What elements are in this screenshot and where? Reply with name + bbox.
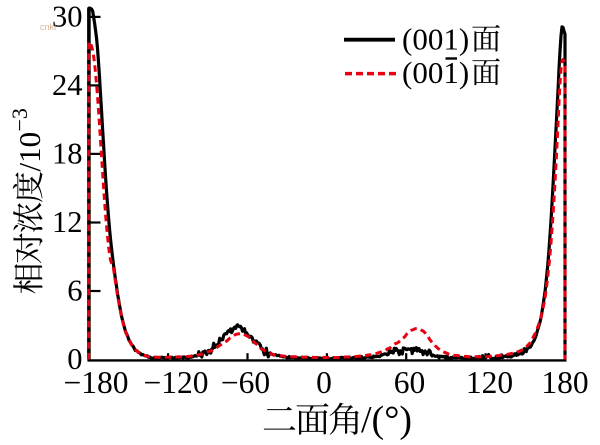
svg-text:(001): (001) [402, 55, 469, 90]
svg-text:30: 30 [52, 0, 83, 33]
svg-text:/10: /10 [12, 132, 47, 172]
svg-text:180: 180 [541, 365, 588, 400]
svg-text:−120: −120 [143, 365, 208, 400]
svg-text:−180: −180 [63, 365, 128, 400]
svg-text:120: 120 [466, 365, 513, 400]
svg-text:0: 0 [316, 365, 332, 400]
svg-text:cnki: cnki [40, 22, 56, 32]
svg-text:18: 18 [52, 136, 83, 170]
svg-text:(001): (001) [402, 22, 469, 57]
svg-text:24: 24 [52, 68, 83, 102]
svg-text:−3: −3 [7, 108, 32, 131]
svg-text:0: 0 [67, 342, 82, 376]
svg-text:/(°): /(°) [361, 399, 412, 440]
svg-text:12: 12 [52, 205, 83, 239]
svg-text:60: 60 [394, 365, 426, 400]
svg-text:6: 6 [67, 273, 82, 307]
svg-text:−60: −60 [221, 365, 270, 400]
